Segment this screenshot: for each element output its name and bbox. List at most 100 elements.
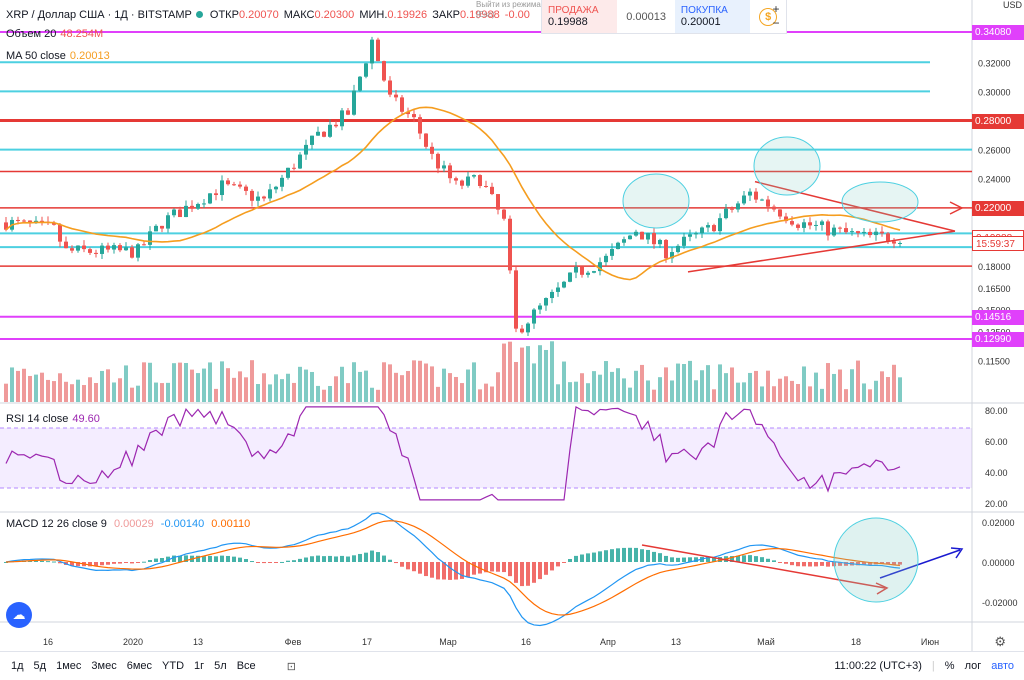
macd-histogram-bar xyxy=(352,555,356,562)
macd-histogram-bar xyxy=(898,562,902,565)
volume-bar xyxy=(694,380,698,402)
macd-histogram-bar xyxy=(334,556,338,562)
sell-button[interactable]: ПРОДАЖА 0.19988 xyxy=(542,0,618,33)
macd-histogram-bar xyxy=(4,562,8,563)
volume-bar xyxy=(322,389,326,402)
candle-body xyxy=(148,231,152,245)
candle-body xyxy=(898,242,902,244)
macd-histogram-bar xyxy=(118,562,122,564)
tradingview-logo-icon[interactable]: ☁ xyxy=(6,602,32,628)
zoom-out-button[interactable]: − xyxy=(772,16,780,30)
currency-button[interactable]: $ xyxy=(750,0,786,33)
time-tick-label: 16 xyxy=(521,637,531,647)
volume-bar xyxy=(400,375,404,402)
percent-toggle[interactable]: % xyxy=(944,660,955,672)
volume-bar xyxy=(442,368,446,402)
low-value: 0.19926 xyxy=(387,9,428,21)
open-key: ОТКР xyxy=(209,9,239,21)
volume-bar xyxy=(538,345,542,402)
candle-body xyxy=(730,208,734,210)
macd-tick-label: 0.00000 xyxy=(982,558,1015,568)
log-toggle[interactable]: лог xyxy=(964,660,982,672)
candle-body xyxy=(718,218,722,232)
volume-bar xyxy=(622,378,626,402)
macd-histogram-bar xyxy=(730,556,734,562)
timeframe-2[interactable]: 1мес xyxy=(56,660,82,672)
timeframe-8[interactable]: Все xyxy=(236,660,256,672)
clock-time[interactable]: 11:00:22 (UTC+3) xyxy=(834,660,922,672)
volume-bar xyxy=(298,366,302,402)
arrow-right-icon xyxy=(949,201,964,215)
currency-label: USD xyxy=(1002,0,1022,10)
volume-bar xyxy=(658,377,662,402)
volume-bar xyxy=(544,349,548,402)
buy-button[interactable]: ПОКУПКА 0.20001 xyxy=(674,0,751,33)
macd-histogram-bar xyxy=(838,562,842,566)
volume-bar xyxy=(820,388,824,402)
timeframe-1[interactable]: 5д xyxy=(33,660,47,672)
volume-bar xyxy=(202,368,206,402)
macd-histogram-bar xyxy=(436,562,440,580)
candle-body xyxy=(634,231,638,236)
date-range-icon[interactable]: ⊡ xyxy=(286,660,296,673)
candle-body xyxy=(694,233,698,235)
chart-canvas[interactable]: 0.32000 0.30000 0.28000 0.26000 0.24000 0.220… xyxy=(0,0,1024,651)
macd-histogram-bar xyxy=(388,559,392,562)
zoom-in-button[interactable]: + xyxy=(772,2,780,16)
macd-histogram-bar xyxy=(304,557,308,562)
candle-body xyxy=(340,110,344,127)
timeframe-7[interactable]: 5л xyxy=(214,660,227,672)
symbol-title[interactable]: XRP / Доллар США · 1Д · BITSTAMP xyxy=(6,9,192,21)
volume-bar xyxy=(550,341,554,402)
rsi-legend[interactable]: RSI 14 close 49.60 xyxy=(6,413,100,425)
volume-bar xyxy=(10,367,14,402)
price-tick-label: 0.24000 xyxy=(978,175,1011,185)
macd-histogram-bar xyxy=(46,561,50,563)
candle-body xyxy=(844,228,848,233)
volume-bar xyxy=(664,367,668,402)
timeframe-0[interactable]: 1д xyxy=(11,660,24,672)
candle-body xyxy=(850,231,854,233)
candle-body xyxy=(118,245,122,251)
candle-body xyxy=(124,247,128,251)
price-tick-label: 0.26000 xyxy=(978,146,1011,156)
macd-histogram-bar xyxy=(568,558,572,562)
candle-body xyxy=(466,176,470,186)
macd-histogram-bar xyxy=(142,561,146,563)
candle-body xyxy=(580,266,584,275)
volume-bar xyxy=(190,369,194,402)
gear-icon[interactable]: ⚙ xyxy=(994,634,1006,649)
timeframe-5[interactable]: YTD xyxy=(162,660,185,672)
macd-hist-value: 0.00029 xyxy=(113,518,154,530)
volume-bar xyxy=(784,376,788,402)
macd-histogram-bar xyxy=(790,562,794,566)
macd-signal-line xyxy=(5,520,901,616)
macd-histogram-bar xyxy=(502,562,506,573)
candle-body xyxy=(328,124,332,137)
macd-tick-label: -0.02000 xyxy=(982,598,1018,608)
volume-bar xyxy=(250,360,254,402)
volume-bar xyxy=(514,361,518,402)
candle-body xyxy=(184,205,188,218)
candle-body xyxy=(448,165,452,179)
macd-histogram-bar xyxy=(406,562,410,570)
timeframe-4[interactable]: 6мес xyxy=(126,660,153,672)
ma-legend[interactable]: MA 50 close 0.20013 xyxy=(6,50,110,62)
candle-body xyxy=(556,287,560,292)
auto-toggle[interactable]: авто xyxy=(991,660,1014,672)
candle-body xyxy=(292,167,296,169)
candle-body xyxy=(52,222,56,225)
candle-body xyxy=(106,245,110,250)
timeframe-6[interactable]: 1г xyxy=(194,660,205,672)
candle-body xyxy=(496,194,500,210)
candle-body xyxy=(280,177,284,187)
macd-histogram-bar xyxy=(442,562,446,580)
macd-legend[interactable]: MACD 12 26 close 9 0.00029 -0.00140 0.00… xyxy=(6,518,250,530)
timeframe-3[interactable]: 3мес xyxy=(91,660,117,672)
macd-histogram-bar xyxy=(400,562,404,567)
volume-legend[interactable]: Объем 20 48.254M xyxy=(6,28,103,40)
candle-body xyxy=(220,180,224,196)
volume-value: 48.254M xyxy=(60,28,104,40)
volume-bar xyxy=(676,363,680,402)
macd-histogram-bar xyxy=(178,555,182,562)
